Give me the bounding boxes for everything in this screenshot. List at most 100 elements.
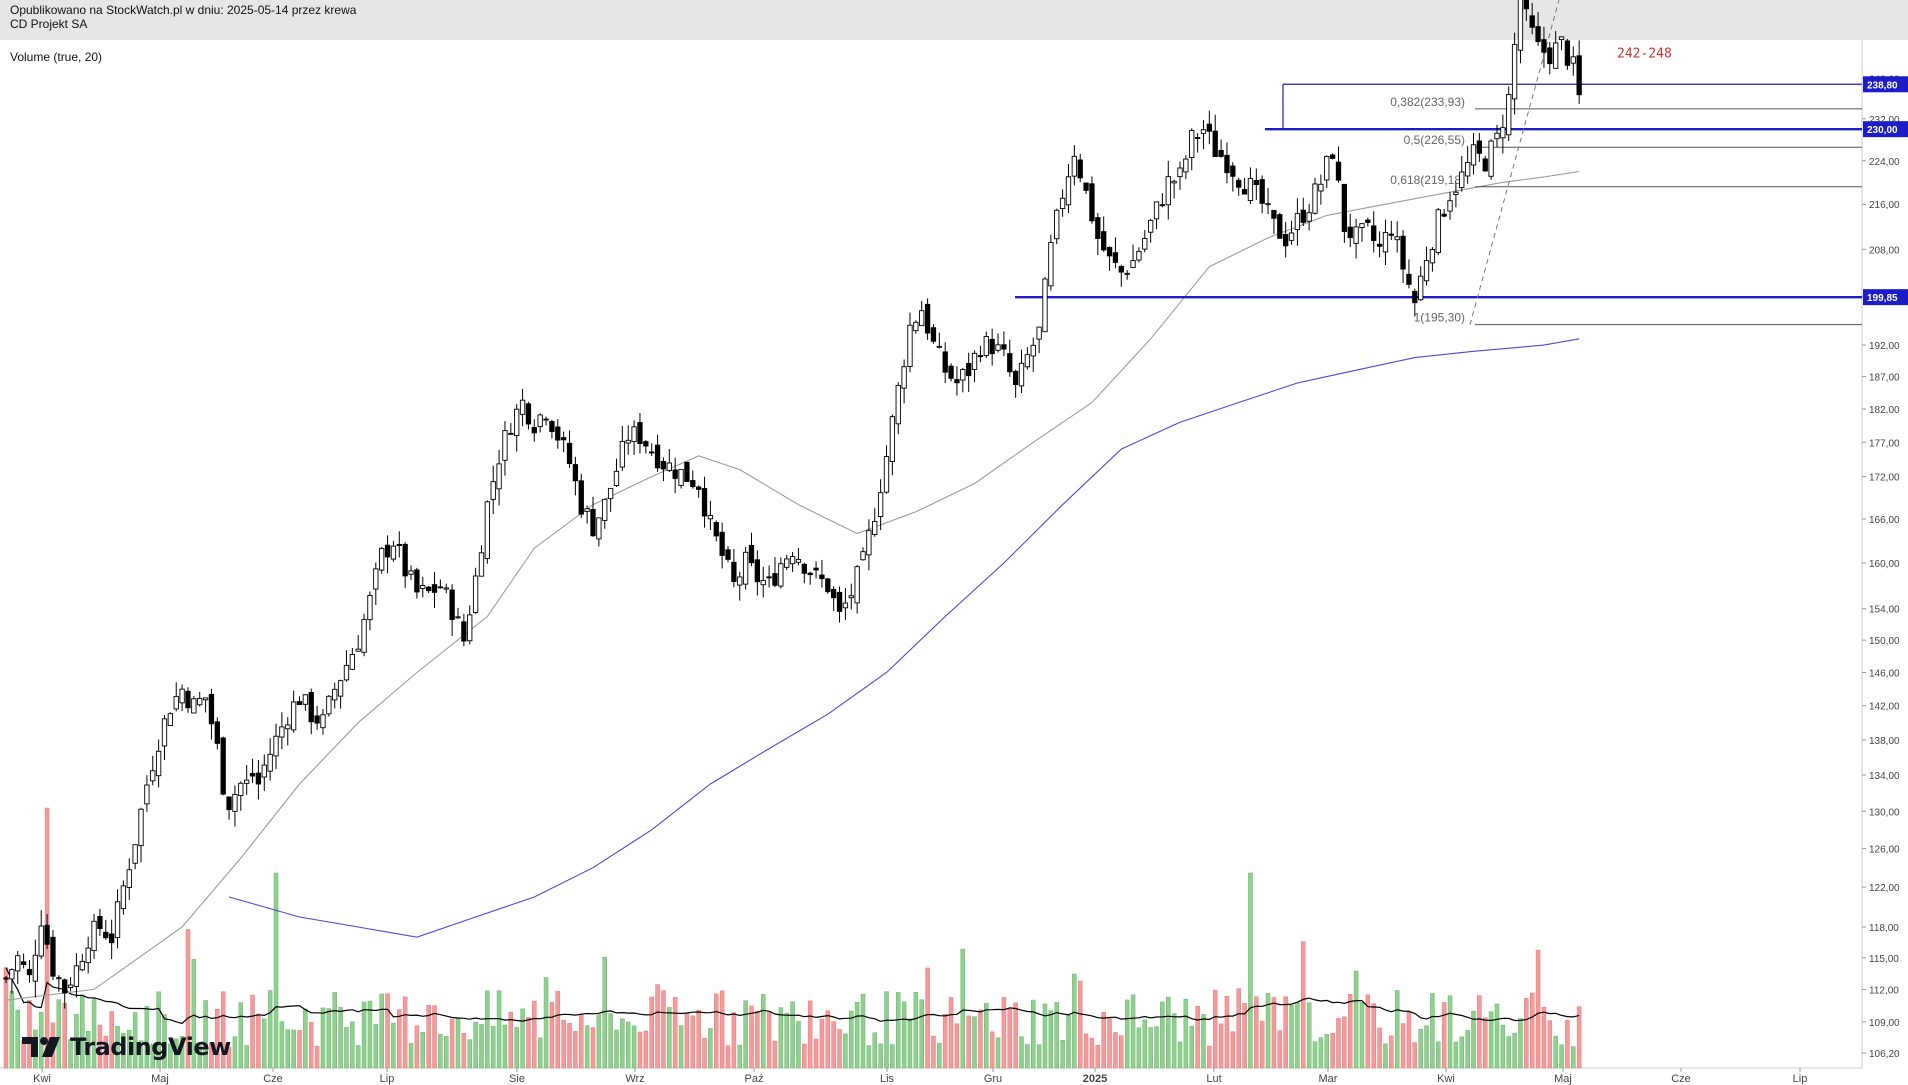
volume-bar xyxy=(1494,1003,1500,1069)
candle-body xyxy=(349,654,355,670)
volume-bar xyxy=(995,1037,1001,1069)
volume-bar xyxy=(901,1001,907,1069)
candle-body xyxy=(607,487,614,500)
candle-body xyxy=(1494,132,1500,140)
candle-body xyxy=(472,575,479,614)
candle-body xyxy=(672,469,678,479)
volume-bar xyxy=(895,992,901,1069)
volume-bar xyxy=(402,996,408,1069)
time-tick-label: Kwi xyxy=(1437,1073,1455,1085)
candle-body xyxy=(1001,344,1007,350)
volume-bar xyxy=(455,1018,461,1069)
candle-body xyxy=(731,561,737,582)
volume-bar xyxy=(1019,1036,1024,1069)
candle-body xyxy=(813,567,819,571)
volume-bar xyxy=(320,1007,326,1069)
candle-body xyxy=(1423,260,1430,282)
candle-body xyxy=(1077,159,1083,179)
volume-bar xyxy=(1371,1003,1376,1069)
candle-body xyxy=(85,947,91,964)
candle-body xyxy=(1359,223,1365,228)
volume-bar xyxy=(537,1037,543,1069)
candle-body xyxy=(285,724,291,730)
volume-bar xyxy=(1318,1037,1324,1069)
volume-bar xyxy=(796,1021,801,1069)
price-tick-label: 115,00 xyxy=(1869,954,1899,965)
volume-bar xyxy=(1482,1017,1488,1069)
volume-bar xyxy=(432,1005,437,1069)
candle-body xyxy=(1394,236,1400,241)
candle-body xyxy=(572,464,579,482)
volume-bar xyxy=(696,1010,701,1069)
candle-body xyxy=(443,587,449,590)
price-tick-label: 172,00 xyxy=(1869,473,1900,484)
volume-bar xyxy=(367,1000,373,1069)
candle-body xyxy=(1165,176,1171,206)
candle-body xyxy=(3,977,9,980)
candle-body xyxy=(1306,212,1312,222)
volume-bar xyxy=(373,1024,379,1069)
volume-bar xyxy=(179,1036,185,1069)
candle-body xyxy=(525,403,532,425)
volume-bar xyxy=(1383,1043,1388,1069)
volume-bar xyxy=(584,1025,590,1069)
candle-body xyxy=(44,924,50,945)
volume-bar xyxy=(1330,1033,1335,1069)
price-tick-label: 142,00 xyxy=(1869,702,1900,713)
sma-blue-line xyxy=(228,338,1580,938)
volume-bar xyxy=(103,1035,109,1069)
candle-body xyxy=(496,463,502,490)
volume-bar xyxy=(215,1008,220,1069)
candle-body xyxy=(1576,55,1582,96)
volume-bar xyxy=(338,1007,343,1069)
volume-bar xyxy=(1430,993,1435,1069)
time-tick-label: Gru xyxy=(984,1073,1002,1085)
candle-body xyxy=(1365,219,1371,223)
volume-bar xyxy=(490,1026,496,1069)
candle-body xyxy=(1535,26,1541,43)
candle-body xyxy=(1142,238,1148,250)
candle-body xyxy=(191,698,197,714)
volume-bar xyxy=(1066,1015,1071,1069)
candle-body xyxy=(1470,144,1477,166)
tradingview-logo[interactable]: TradingView xyxy=(22,1031,231,1063)
candle-body xyxy=(971,352,978,370)
volume-bar xyxy=(520,1008,525,1069)
candle-body xyxy=(38,925,44,957)
candle-body xyxy=(150,770,156,782)
candle-body xyxy=(461,621,467,642)
volume-bar xyxy=(1048,1010,1054,1069)
volume-bar xyxy=(203,1000,208,1069)
volume-bar xyxy=(444,1036,449,1069)
volume-bar xyxy=(590,1027,596,1069)
candle-body xyxy=(467,614,473,642)
level-price-tag-label: 238,80 xyxy=(1867,80,1898,91)
candle-body xyxy=(1042,278,1048,333)
volume-bar xyxy=(3,967,9,1069)
volume-bar xyxy=(1212,989,1218,1069)
candle-body xyxy=(801,563,807,574)
volume-bar xyxy=(97,1024,103,1069)
candle-body xyxy=(1558,36,1565,41)
volume-bar xyxy=(291,1029,296,1069)
candle-body xyxy=(989,338,995,355)
volume-bar xyxy=(989,1031,995,1069)
volume-bar xyxy=(819,1018,825,1069)
volume-bar xyxy=(1248,872,1253,1069)
level-price-tag-label: 199,85 xyxy=(1867,293,1898,304)
volume-bar xyxy=(1218,1023,1224,1069)
volume-bar xyxy=(620,1018,625,1069)
candle-body xyxy=(1106,246,1113,257)
candle-body xyxy=(666,462,672,471)
candle-body xyxy=(244,779,250,784)
candle-body xyxy=(343,664,350,681)
volume-bar xyxy=(1236,988,1241,1069)
volume-bar xyxy=(1342,1016,1347,1069)
candle-body xyxy=(1435,209,1441,254)
candle-body xyxy=(1511,44,1518,100)
volume-bar xyxy=(672,997,678,1069)
price-tick-label: 166,00 xyxy=(1869,515,1900,526)
volume-bar xyxy=(1453,1041,1459,1069)
volume-bar xyxy=(702,1037,707,1069)
